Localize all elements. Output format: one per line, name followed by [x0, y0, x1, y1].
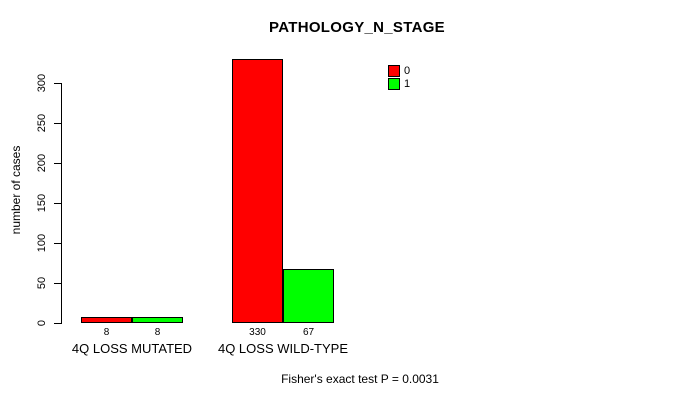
y-tick	[54, 243, 61, 244]
category-label: 4Q LOSS MUTATED	[71, 341, 193, 356]
y-tick	[54, 83, 61, 84]
y-tick	[54, 323, 61, 324]
y-tick-label: 200	[36, 153, 48, 173]
y-axis-line	[61, 83, 62, 324]
bar-value-label: 8	[103, 327, 110, 338]
y-tick	[54, 163, 61, 164]
legend-swatch-icon	[388, 78, 400, 90]
bar-c1-s1	[283, 269, 334, 323]
annotation-text: Fisher's exact test P = 0.0031	[281, 372, 439, 386]
bar-c0-s0	[81, 317, 132, 323]
y-tick-label: 150	[36, 193, 48, 213]
bar-value-label: 330	[249, 327, 266, 338]
bar-c1-s0	[232, 59, 283, 323]
bar-c0-s1	[132, 317, 183, 323]
y-tick	[54, 203, 61, 204]
y-tick-label: 300	[36, 73, 48, 93]
legend-entry-0: 0	[388, 65, 410, 77]
bar-value-label: 67	[302, 327, 315, 338]
y-tick-label: 50	[36, 276, 48, 290]
y-tick-label: 250	[36, 113, 48, 133]
legend-entry-1: 1	[388, 78, 410, 90]
category-label: 4Q LOSS WILD-TYPE	[217, 341, 349, 356]
chart-title: PATHOLOGY_N_STAGE	[269, 19, 445, 36]
legend-swatch-icon	[388, 65, 400, 77]
y-tick	[54, 123, 61, 124]
legend-label: 0	[404, 65, 411, 77]
bar-value-label: 8	[154, 327, 161, 338]
y-tick-label: 0	[36, 319, 48, 327]
legend-label: 1	[404, 78, 411, 90]
y-tick	[54, 283, 61, 284]
y-tick-label: 100	[36, 233, 48, 253]
